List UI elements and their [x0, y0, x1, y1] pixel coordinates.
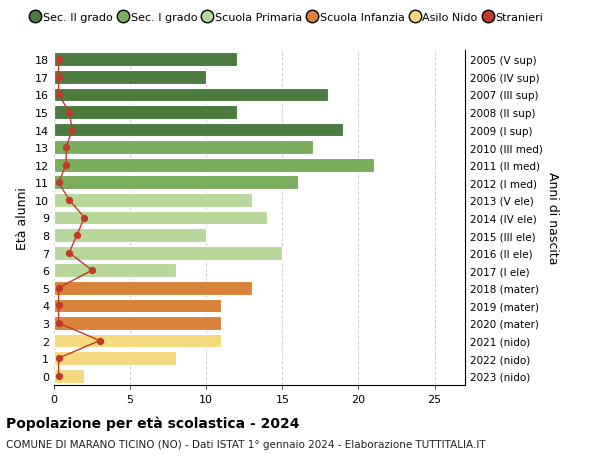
Point [54, 302, 64, 309]
Bar [54, 334, 221, 347]
Point [54, 56, 64, 64]
Bar [54, 141, 313, 155]
Y-axis label: Età alunni: Età alunni [16, 187, 29, 249]
Point [72, 232, 82, 239]
Bar [54, 176, 298, 190]
Bar [54, 369, 85, 383]
Point [54, 74, 64, 81]
Point [61, 162, 71, 169]
Point [54, 319, 64, 327]
Bar [54, 281, 252, 295]
Point [54, 179, 64, 187]
Text: Popolazione per età scolastica - 2024: Popolazione per età scolastica - 2024 [6, 415, 299, 430]
Point [95, 337, 104, 345]
Bar [54, 123, 343, 137]
Bar [54, 352, 176, 365]
Bar [54, 71, 206, 84]
Bar [54, 316, 221, 330]
Point [64, 109, 74, 117]
Point [54, 372, 64, 380]
Bar [54, 158, 374, 172]
Bar [54, 53, 236, 67]
Legend: Sec. II grado, Sec. I grado, Scuola Primaria, Scuola Infanzia, Asilo Nido, Stran: Sec. II grado, Sec. I grado, Scuola Prim… [31, 12, 544, 22]
Text: COMUNE DI MARANO TICINO (NO) - Dati ISTAT 1° gennaio 2024 - Elaborazione TUTTITA: COMUNE DI MARANO TICINO (NO) - Dati ISTA… [6, 439, 485, 449]
Point [80, 214, 89, 222]
Point [64, 197, 74, 204]
Y-axis label: Anni di nascita: Anni di nascita [547, 172, 559, 264]
Point [54, 285, 64, 292]
Bar [54, 194, 252, 207]
Point [54, 355, 64, 362]
Bar [54, 299, 221, 313]
Bar [54, 89, 328, 102]
Point [67, 127, 77, 134]
Point [61, 144, 71, 151]
Bar [54, 229, 206, 242]
Bar [54, 264, 176, 278]
Point [54, 91, 64, 99]
Point [64, 249, 74, 257]
Bar [54, 246, 283, 260]
Bar [54, 106, 236, 120]
Bar [54, 211, 267, 225]
Point [87, 267, 97, 274]
